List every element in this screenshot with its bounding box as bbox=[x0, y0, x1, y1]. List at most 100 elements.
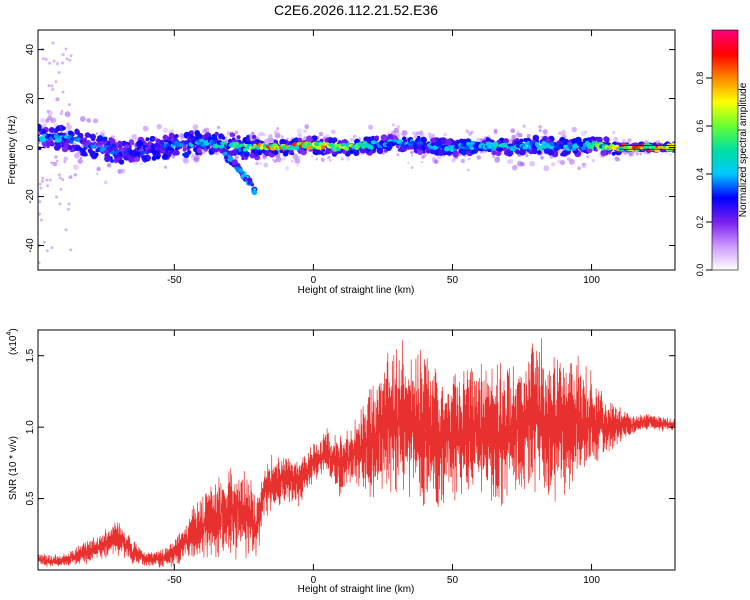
spectrogram-halo-cell bbox=[543, 165, 550, 172]
spectrogram-halo-cell bbox=[346, 157, 350, 161]
spectrogram-band-cell bbox=[371, 135, 375, 140]
spectrogram-halo-cell bbox=[120, 168, 126, 174]
spectrogram-ridge-cell bbox=[340, 143, 347, 147]
colorbar-tick-label: 0.8 bbox=[695, 72, 705, 85]
spectrogram-halo-cell bbox=[142, 125, 149, 132]
spectrogram-band-cell bbox=[437, 149, 445, 156]
spectrogram-branch-cell bbox=[223, 155, 229, 160]
spectrogram-band-cell bbox=[219, 149, 223, 153]
spectrogram-halo-cell bbox=[612, 131, 616, 135]
spectrogram-halo-cell bbox=[191, 153, 195, 157]
spectrogram-band-cell bbox=[104, 155, 111, 163]
spectrogram-halo-cell bbox=[520, 162, 525, 167]
spectrogram-halo-cell bbox=[66, 124, 72, 130]
spectrogram-halo-cell bbox=[431, 134, 435, 138]
spectrogram-band-cell bbox=[78, 146, 82, 150]
spectrogram-halo-cell bbox=[73, 173, 77, 177]
spectrogram-halo-cell bbox=[162, 127, 169, 134]
spectrogram-band-cell bbox=[297, 137, 303, 143]
spectrogram-halo-cell bbox=[255, 161, 259, 166]
spectrogram-outlier-cell bbox=[61, 53, 65, 56]
spectrogram-band-cell bbox=[254, 152, 259, 157]
spectrogram-halo-cell bbox=[627, 138, 632, 143]
snr-y-tick-label: 1.0 bbox=[25, 420, 36, 434]
spectrogram-halo-cell bbox=[214, 151, 218, 155]
spectrogram-ridge-cell bbox=[81, 140, 88, 145]
spectrogram-halo-cell bbox=[63, 156, 68, 161]
spectrogram-band-cell bbox=[214, 147, 219, 153]
spectrogram-halo-cell bbox=[264, 138, 268, 143]
spectrogram-halo-cell bbox=[434, 159, 439, 164]
spectrogram-outlier-cell bbox=[61, 178, 65, 182]
spectrogram-halo-cell bbox=[310, 155, 314, 158]
spectrogram-outlier-cell bbox=[68, 103, 71, 107]
spectrogram-halo-cell bbox=[112, 135, 115, 138]
spectrogram-y-tick-label: 0 bbox=[25, 144, 36, 150]
spectrogram-band-cell bbox=[374, 135, 380, 141]
spectrogram-ridge-cell bbox=[179, 142, 184, 147]
spectrogram-outlier-cell bbox=[64, 47, 68, 51]
spectrogram-outlier-cell bbox=[58, 202, 62, 206]
spectrogram-band-cell bbox=[236, 135, 241, 140]
spectrogram-halo-cell bbox=[296, 128, 303, 134]
spectrogram-ridge-cell bbox=[103, 150, 110, 154]
spectrogram-band-cell bbox=[279, 138, 287, 146]
spectrogram-halo-cell bbox=[410, 151, 413, 154]
spectrogram-frame bbox=[37, 29, 676, 271]
spectrogram-halo-cell bbox=[506, 159, 511, 164]
spectrogram-halo-cell bbox=[418, 130, 424, 136]
spectrogram-ridge-cell bbox=[112, 147, 118, 151]
spectrogram-ridge-cell bbox=[185, 139, 191, 144]
spectrogram-outlier-cell bbox=[58, 176, 62, 180]
spectrogram-branch-cell bbox=[231, 159, 238, 166]
spectrogram-halo-cell bbox=[558, 131, 562, 135]
spectrogram-halo-cell bbox=[330, 129, 336, 135]
spectrogram-band-cell bbox=[519, 138, 524, 143]
spectrogram-band-cell bbox=[531, 148, 538, 155]
spectrogram-halo-cell bbox=[407, 161, 410, 165]
spectrogram-halo-cell bbox=[368, 124, 374, 130]
spectrogram-outlier-cell bbox=[46, 184, 50, 188]
spectrogram-band-cell bbox=[102, 136, 107, 142]
spectrogram-band-cell bbox=[417, 135, 421, 139]
spectrogram-halo-cell bbox=[538, 125, 542, 129]
spectrogram-ridge-cell bbox=[199, 138, 204, 142]
spectrogram-halo-cell bbox=[106, 163, 112, 168]
spectrogram-outlier-cell bbox=[50, 246, 54, 250]
spectrogram-x-tick-label: 0 bbox=[311, 275, 317, 286]
spectrogram-ridge-cell bbox=[239, 143, 245, 148]
spectrogram-halo-cell bbox=[42, 122, 47, 127]
spectrogram-outlier-cell bbox=[56, 62, 59, 66]
spectrogram-halo-cell bbox=[494, 156, 501, 163]
colorbar: 0.0 0.2 0.4 0.6 0.8 Normalized spectral ampl… bbox=[695, 29, 749, 276]
spectrogram-halo-cell bbox=[561, 129, 566, 135]
spectrogram-halo-cell bbox=[415, 131, 419, 135]
spectrogram-halo-cell bbox=[476, 137, 481, 142]
spectrogram-halo-cell bbox=[329, 159, 332, 162]
colorbar-gradient bbox=[711, 29, 739, 271]
spectrogram-outlier-cell bbox=[54, 80, 58, 84]
spectrogram-halo-cell bbox=[493, 130, 498, 135]
spectrogram-band-cell bbox=[313, 150, 320, 156]
spectrogram-outlier-cell bbox=[45, 178, 49, 182]
spectrogram-halo-cell bbox=[216, 125, 221, 130]
colorbar-axis: 0.0 0.2 0.4 0.6 0.8 bbox=[695, 72, 712, 276]
spectrogram-halo-cell bbox=[410, 166, 414, 169]
spectrogram-outlier-cell bbox=[38, 141, 41, 145]
spectrogram-y-tick-label: 40 bbox=[25, 44, 36, 56]
spectrogram-band-cell bbox=[611, 151, 616, 156]
spectrogram-ridge-cell bbox=[306, 146, 311, 151]
spectrogram-outlier-cell bbox=[65, 57, 69, 61]
spectrogram-band-cell bbox=[483, 139, 487, 144]
spectrogram-halo-cell bbox=[290, 159, 294, 163]
colorbar-label: Normalized spectral amplitude bbox=[738, 82, 749, 217]
spectrogram-band-cell bbox=[505, 149, 509, 153]
spectrogram-band-cell bbox=[246, 135, 250, 139]
spectrogram-outlier-cell bbox=[51, 41, 55, 45]
spectrogram-halo-cell bbox=[74, 152, 80, 159]
spectrogram-halo-cell bbox=[470, 130, 474, 134]
spectrogram-outlier-cell bbox=[61, 90, 65, 94]
spectrogram-halo-cell bbox=[391, 123, 395, 127]
spectrogram-band-cell bbox=[145, 137, 150, 142]
spectrogram-ridge-cell bbox=[654, 147, 661, 153]
